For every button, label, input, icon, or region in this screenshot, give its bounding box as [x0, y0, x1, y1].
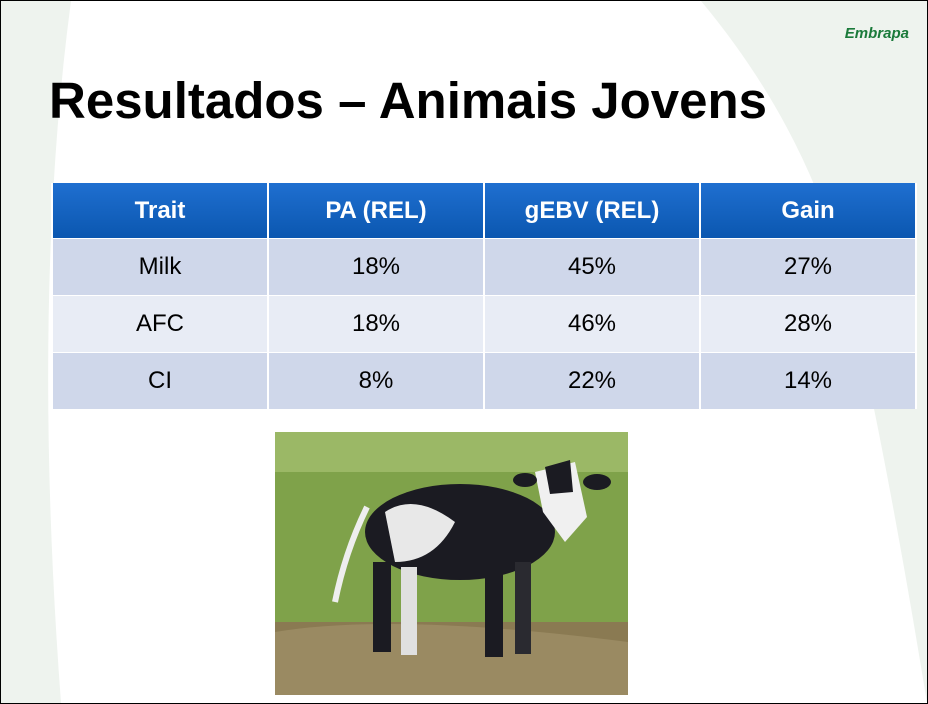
slide-title: Resultados – Animais Jovens [49, 72, 768, 129]
table-row: CI 8% 22% 14% [51, 352, 917, 409]
header-cell: gEBV (REL) [483, 183, 701, 239]
header-cell: Gain [699, 183, 917, 239]
table-cell: 28% [699, 295, 917, 353]
table-cell: 14% [699, 352, 917, 409]
table-cell: 8% [267, 352, 485, 409]
table-cell: Milk [51, 238, 269, 296]
table-cell: 22% [483, 352, 701, 409]
cow-photo [275, 432, 628, 695]
header-cell: PA (REL) [267, 183, 485, 239]
header-cell: Trait [51, 183, 269, 239]
table-cell: 45% [483, 238, 701, 296]
table-cell: 27% [699, 238, 917, 296]
table-cell: 18% [267, 295, 485, 353]
table-row: AFC 18% 46% 28% [51, 295, 917, 353]
table-row: Milk 18% 45% 27% [51, 238, 917, 296]
header-row: Trait PA (REL) gEBV (REL) Gain [51, 183, 917, 239]
logo: Embrapa [844, 25, 909, 42]
table-cell: 18% [267, 238, 485, 296]
table-cell: CI [51, 352, 269, 409]
table-cell: AFC [51, 295, 269, 353]
table-cell: 46% [483, 295, 701, 353]
results-table: Trait PA (REL) gEBV (REL) Gain Milk 18% 45% 27… [51, 183, 917, 409]
